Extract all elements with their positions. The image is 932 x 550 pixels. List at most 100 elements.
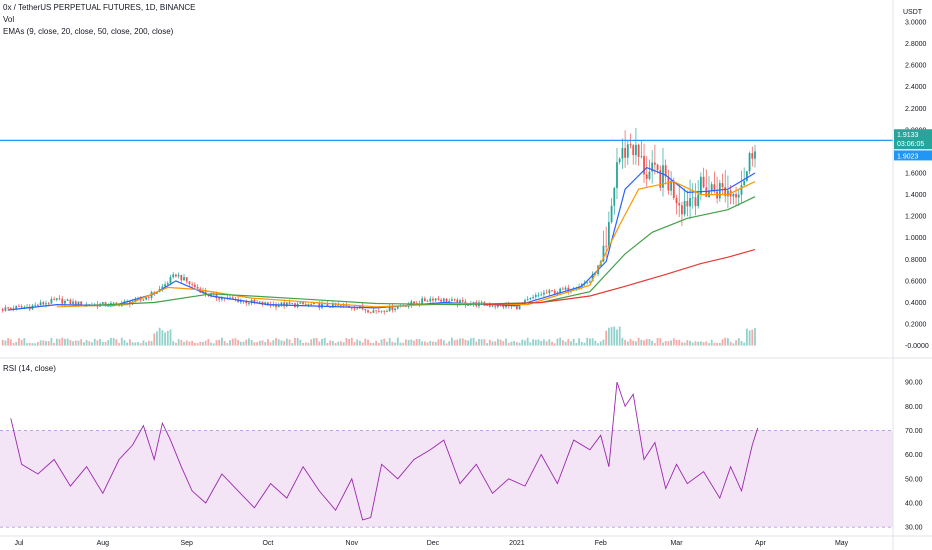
volume-bar [494, 341, 497, 346]
candle-body [26, 306, 28, 308]
volume-bar [212, 343, 215, 346]
volume-bar [515, 342, 518, 346]
volume-bar [645, 339, 648, 346]
candle-body [461, 300, 464, 302]
volume-bar [207, 338, 210, 346]
candle-body [112, 302, 115, 304]
countdown-text: 03:06:05 [897, 141, 924, 148]
volume-bar [437, 339, 440, 346]
candle-body [329, 306, 332, 308]
volume-bar [610, 327, 613, 346]
candle-body [448, 300, 451, 303]
candle-body [345, 305, 348, 307]
last-price-tag [894, 129, 932, 150]
volume-bar [74, 340, 77, 346]
volume-bar [307, 342, 310, 346]
volume-bar [323, 337, 326, 346]
volume-bar [202, 341, 204, 346]
volume-bar [80, 339, 83, 346]
candle-body [215, 293, 218, 299]
time-axis-label: Nov [346, 540, 359, 547]
price-tick-label: 2.2000 [905, 106, 927, 113]
volume-bar [23, 338, 26, 346]
volume-bar [302, 342, 304, 346]
volume-bar [267, 339, 269, 346]
volume-bar [185, 340, 188, 346]
volume-bar [745, 328, 748, 346]
rsi-legend: RSI (14, close) [3, 364, 56, 373]
volume-bar [613, 326, 616, 346]
volume-bar [26, 343, 28, 346]
candle-body [20, 306, 23, 308]
volume-bar [448, 341, 451, 346]
price-pane[interactable] [0, 128, 893, 346]
volume-bar [277, 339, 280, 346]
candle-body [748, 153, 751, 172]
volume-bar [664, 341, 667, 346]
candle-body [488, 304, 491, 307]
volume-bar [580, 342, 583, 346]
volume-bar [261, 340, 264, 346]
volume-bar [226, 343, 229, 346]
volume-bar [499, 339, 502, 346]
volume-bar [164, 332, 166, 346]
candle-body [635, 144, 637, 156]
candle-body [1, 308, 4, 311]
candle-body [410, 301, 413, 305]
candle-body [61, 298, 64, 304]
candle-body [231, 297, 234, 299]
volume-bar [253, 342, 256, 346]
candle-body [672, 180, 675, 198]
volume-bar [724, 337, 727, 346]
candle-body [269, 304, 272, 306]
candle-body [610, 205, 613, 223]
candle-body [18, 306, 20, 307]
candle-body [670, 180, 673, 191]
volume-bar [459, 338, 461, 346]
volume-bar [315, 337, 318, 346]
candle-body [518, 303, 521, 310]
candle-body [142, 299, 145, 301]
candle-body [429, 298, 432, 302]
volume-bar [1, 339, 4, 346]
volume-bar [589, 338, 591, 346]
ema-200-line [484, 249, 756, 306]
candle-body [640, 156, 643, 157]
volume-bar [564, 341, 567, 346]
candle-body [405, 306, 407, 307]
rsi-pane[interactable] [0, 381, 893, 528]
candle-body [383, 310, 386, 312]
candle-body [337, 304, 340, 306]
volume-bar [453, 340, 456, 346]
candle-body [653, 162, 656, 165]
volume-bar [156, 331, 158, 346]
candle-body [689, 198, 691, 207]
candle-body [183, 277, 185, 281]
volume-bar [488, 339, 491, 346]
candle-body [735, 194, 737, 198]
volume-bar [256, 342, 258, 346]
volume-bar [659, 338, 662, 346]
volume-bar [15, 341, 18, 346]
candle-body [637, 144, 640, 157]
candle-body [421, 298, 424, 304]
volume-bar [45, 341, 47, 346]
volume-bar [137, 342, 139, 346]
candle-body [72, 301, 74, 304]
volume-bar [551, 341, 553, 346]
volume-bar [567, 338, 570, 346]
volume-bar [529, 342, 532, 346]
candle-body [551, 290, 553, 292]
candle-body [69, 299, 72, 304]
candle-body [4, 307, 7, 311]
volume-bar [526, 337, 529, 346]
rsi-band [0, 430, 893, 528]
candle-body [686, 200, 689, 207]
candle-body [437, 298, 440, 300]
candle-body [166, 283, 169, 285]
candle-body [618, 158, 621, 163]
volume-bar [204, 340, 207, 346]
volume-bar [683, 342, 686, 346]
ema-legend: EMAs (9, close, 20, close, 50, close, 20… [3, 27, 174, 36]
